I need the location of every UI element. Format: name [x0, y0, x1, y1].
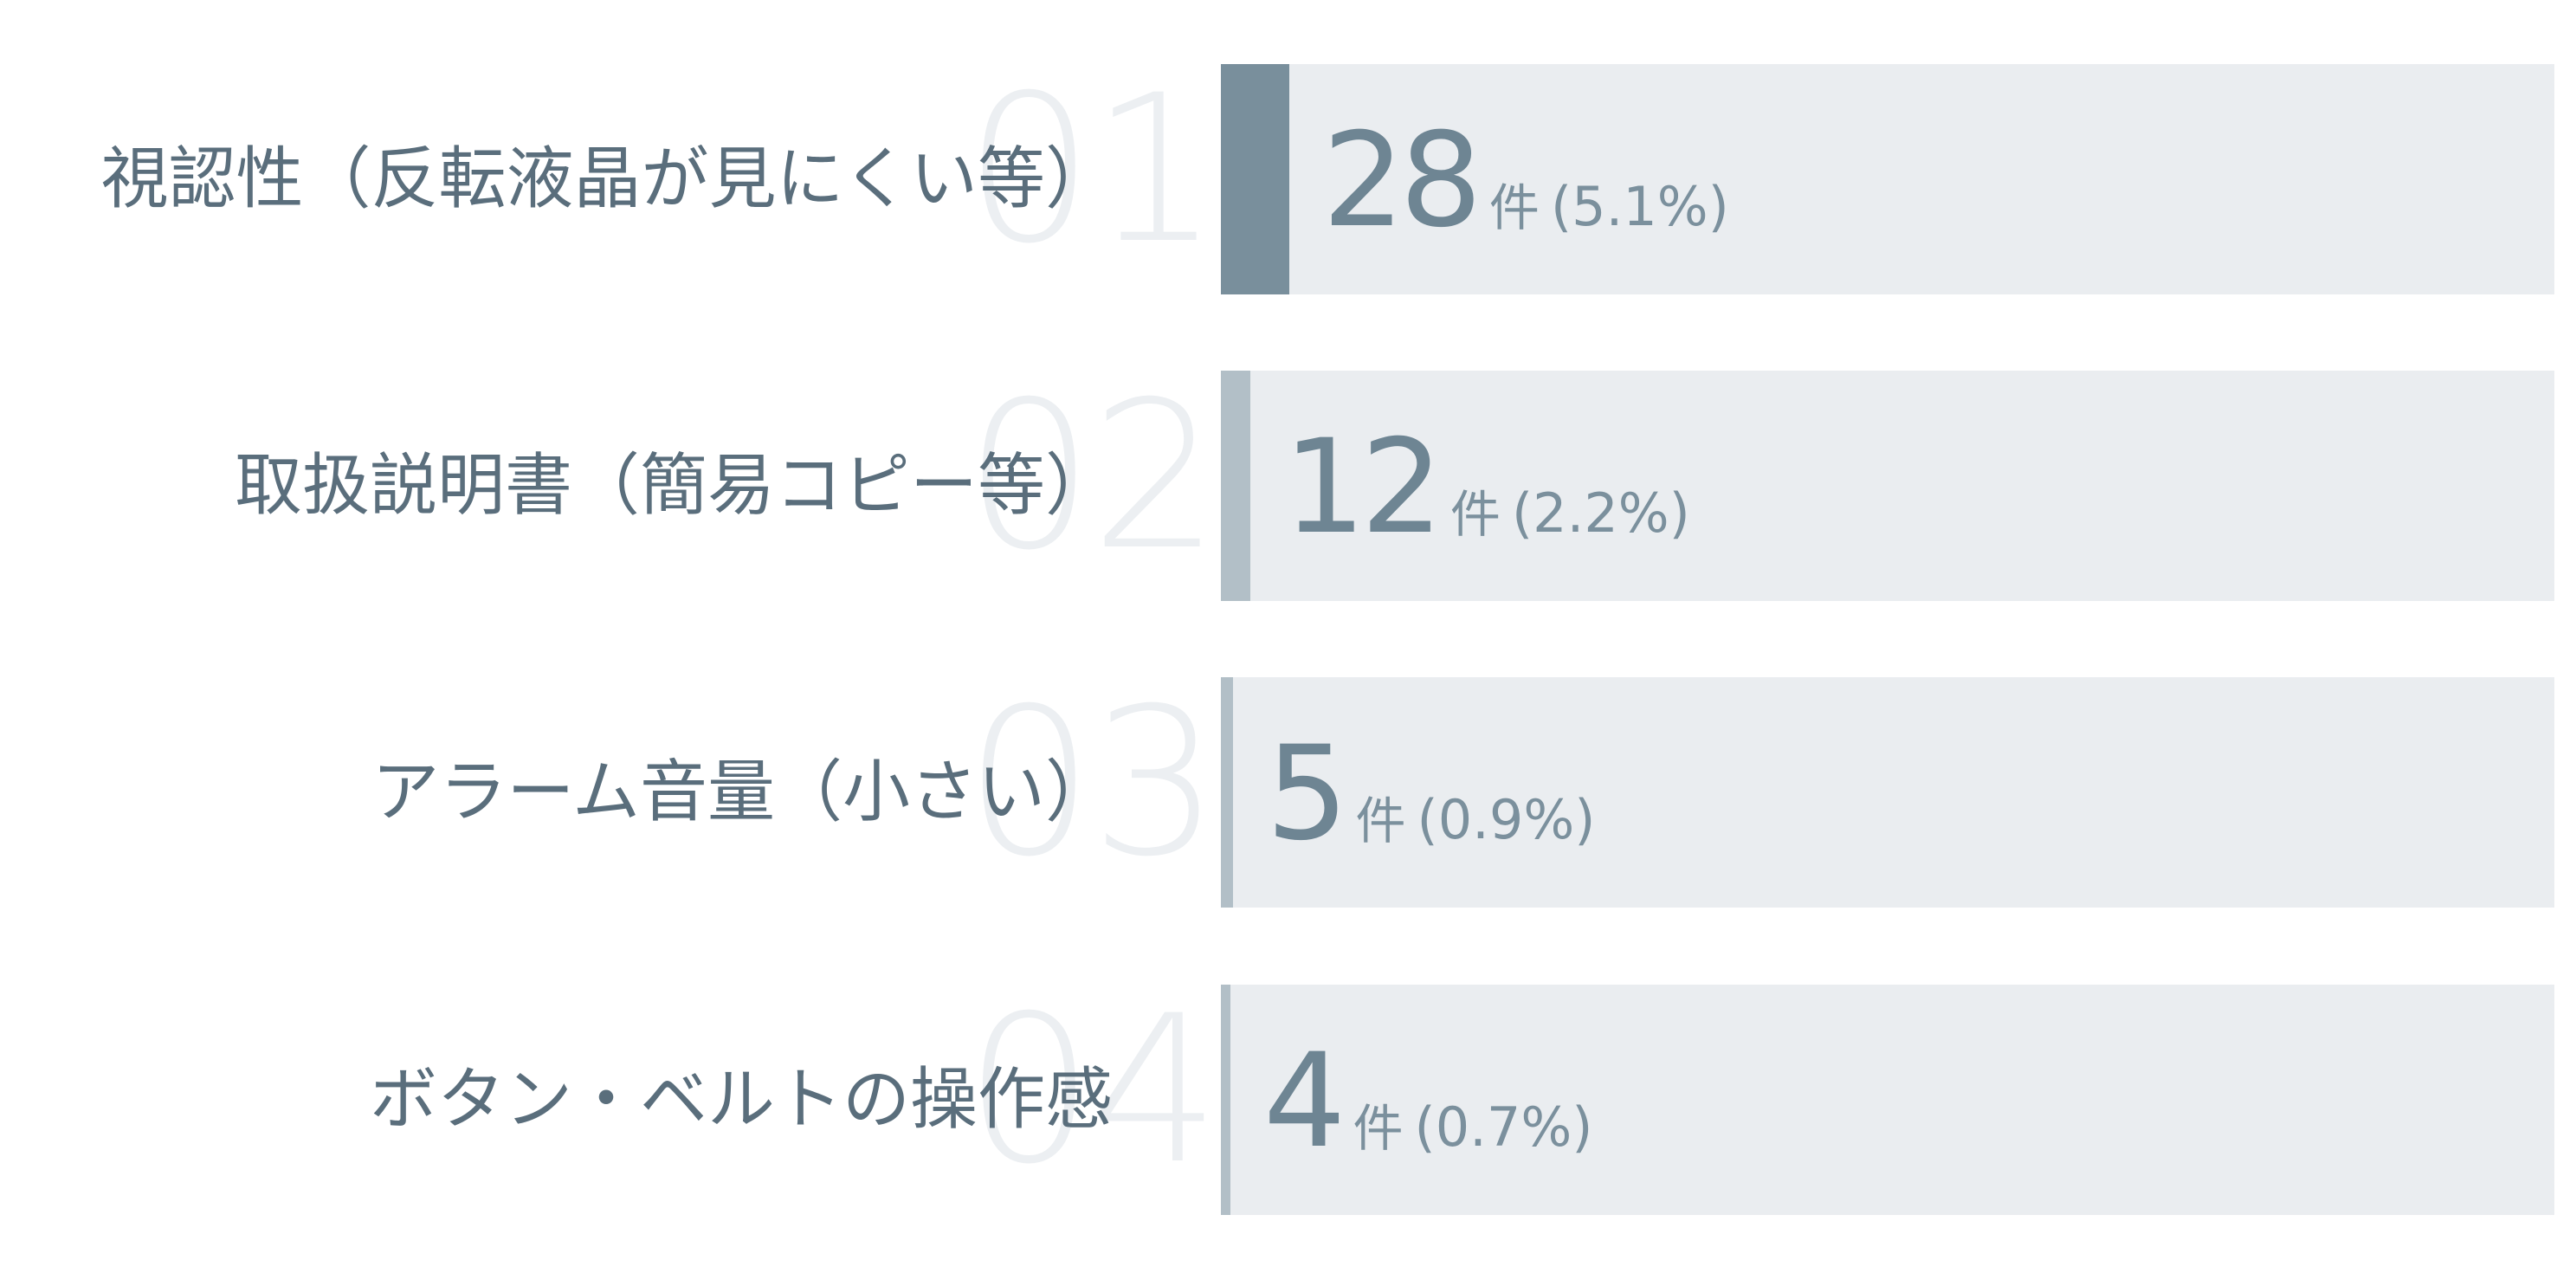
count-unit: 件: [1353, 1099, 1404, 1158]
count-unit: 件: [1449, 485, 1501, 544]
count-value: 28: [1322, 106, 1482, 256]
bar-fill: [1221, 985, 1230, 1215]
bar-fill: [1221, 371, 1250, 601]
bar-row: 02 取扱説明書（簡易コピー等） 12 件 (2.2%): [0, 362, 2576, 601]
percent-value: (0.7%): [1414, 1095, 1593, 1159]
count-unit: 件: [1488, 178, 1540, 237]
rank-number: 03: [964, 665, 1220, 901]
bar-track: 12 件 (2.2%): [1221, 371, 2554, 601]
count-value: 5: [1266, 719, 1348, 869]
bar-row: 01 視認性（反転液晶が見にくい等） 28 件 (5.1%): [0, 55, 2576, 294]
value-label: 12 件 (2.2%): [1283, 423, 1690, 552]
count-value: 4: [1263, 1026, 1346, 1177]
category-label: アラーム音量（小さい）: [371, 753, 1113, 831]
percent-value: (2.2%): [1511, 481, 1690, 545]
rank-number: 02: [964, 359, 1220, 595]
bar-fill: [1221, 64, 1289, 294]
category-label: ボタン・ベルトの操作感: [369, 1061, 1113, 1139]
bar-track: 28 件 (5.1%): [1221, 64, 2554, 294]
category-label: 視認性（反転液晶が見にくい等）: [100, 140, 1113, 218]
rank-number: 04: [964, 973, 1220, 1209]
percent-value: (5.1%): [1550, 175, 1729, 238]
category-label: 取扱説明書（簡易コピー等）: [234, 447, 1113, 525]
count-unit: 件: [1355, 792, 1406, 850]
rank-number: 01: [964, 52, 1220, 288]
percent-value: (0.9%): [1417, 788, 1596, 851]
value-label: 28 件 (5.1%): [1322, 116, 1729, 246]
count-value: 12: [1283, 412, 1443, 563]
bar-fill: [1221, 677, 1233, 908]
